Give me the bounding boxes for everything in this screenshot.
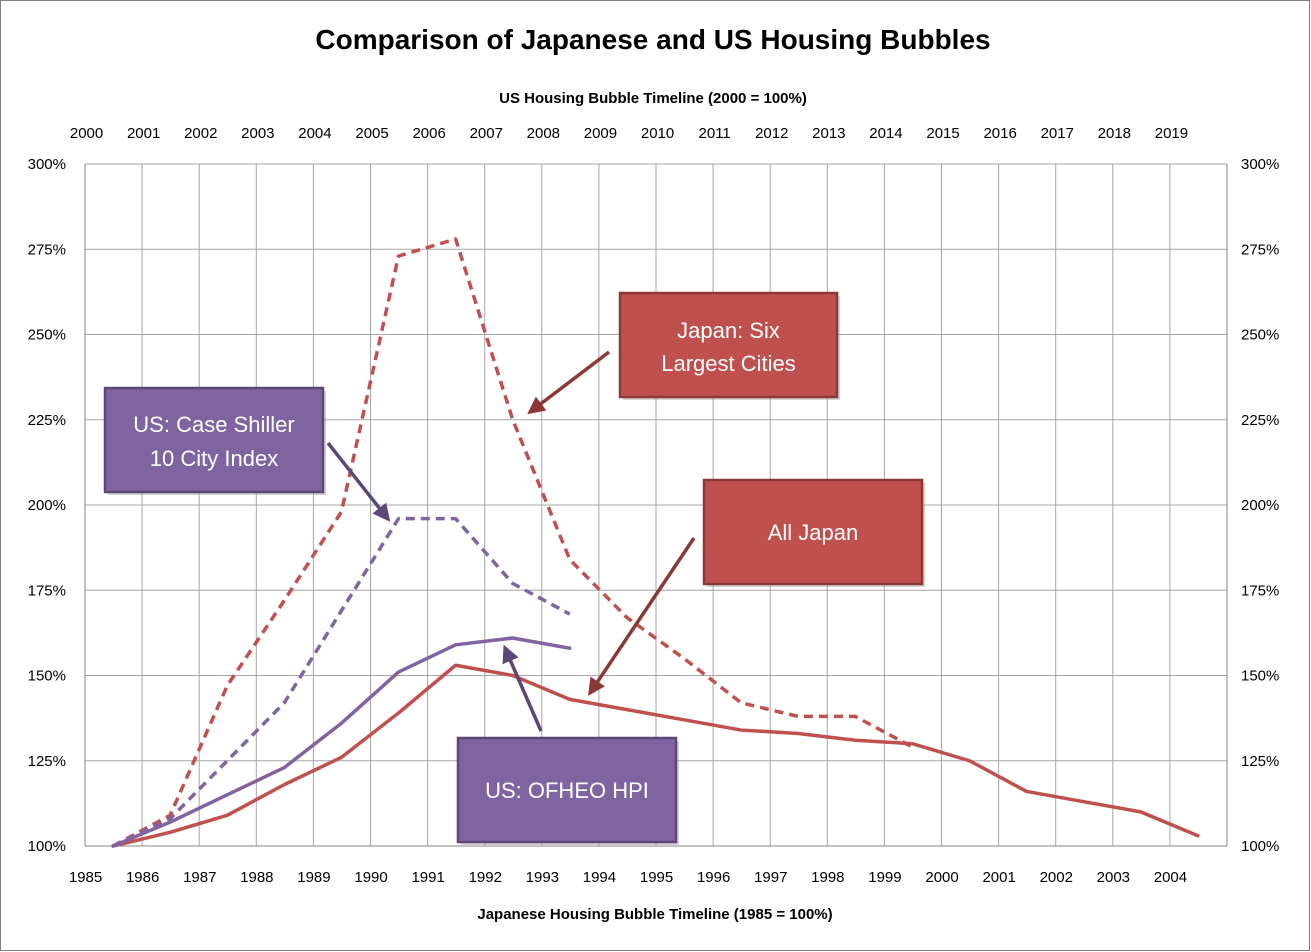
callout-japan_six: Japan: Six Largest Cities [527,291,840,415]
x-tick-label-bottom: 1997 [754,869,787,886]
callout-arrow [502,644,543,732]
x-tick-label-top: 2012 [755,125,788,142]
x-tick-label-bottom: 1999 [868,869,901,886]
x-tick-label-top: 2016 [983,125,1016,142]
x-tick-label-top: 2014 [869,125,902,142]
callout-label: All Japan [768,520,859,545]
callout-case_shiller: US: Case Shiller 10 City Index [103,386,391,522]
x-tick-label-bottom: 2002 [1040,869,1073,886]
y-tick-label-left: 225% [28,412,66,429]
x-tick-label-top: 2001 [127,125,160,142]
callout-box [702,478,924,586]
x-tick-label-bottom: 1990 [354,869,387,886]
x-tick-label-top: 2004 [298,125,331,142]
callout-label: US: Case Shiller [133,412,294,437]
x-tick-label-bottom: 2001 [982,869,1015,886]
x-tick-label-top: 2018 [1098,125,1131,142]
y-tick-label-left: 125% [28,753,66,770]
x-tick-label-top: 2011 [699,125,731,142]
x-tick-label-top: 2017 [1041,125,1074,142]
x-tick-label-bottom: 1992 [469,869,502,886]
x-tick-label-bottom: 1993 [526,869,559,886]
x-tick-label-bottom: 1985 [69,869,102,886]
series-line-all_japan [111,663,1200,848]
x-tick-label-bottom: 1988 [240,869,273,886]
x-tick-label-top: 2009 [584,125,617,142]
x-tick-label-bottom: 1995 [640,869,673,886]
x-tick-label-top: 2006 [412,125,445,142]
callout-layer: Japan: Six Largest Cities US: Case Shiller… [103,291,925,845]
y-tick-label-left: 175% [28,582,66,599]
callout-label: Japan: Six [677,318,780,343]
y-tick-label-right: 275% [1241,241,1279,258]
x-tick-label-bottom: 2003 [1097,869,1130,886]
series-line-japan_six_cities [112,237,914,848]
callout-arrow [588,537,696,696]
x-tick-label-bottom: 2000 [925,869,958,886]
x-tick-label-top: 2000 [70,125,103,142]
x-tick-label-top: 2013 [812,125,845,142]
y-tick-label-right: 200% [1241,497,1279,514]
x-tick-label-bottom: 2004 [1154,869,1187,886]
x-tick-label-top: 2002 [184,125,217,142]
x-tick-label-top: 2003 [241,125,274,142]
y-tick-label-left: 200% [28,497,66,514]
x-tick-label-bottom: 1998 [811,869,844,886]
callout-arrow [527,350,611,415]
x-tick-label-top: 2010 [641,125,674,142]
x-tick-label-top: 2019 [1155,125,1188,142]
callout-label: Largest Cities [661,351,796,376]
top-axis-title: US Housing Bubble Timeline (2000 = 100%) [499,90,807,107]
x-axis-title: Japanese Housing Bubble Timeline (1985 =… [477,906,832,923]
callout-label: US: OFHEO HPI [485,778,649,803]
callout-label: 10 City Index [150,446,278,471]
y-tick-label-left: 150% [28,668,66,685]
y-tick-label-right: 125% [1241,753,1279,770]
callout-all_japan: All Japan [588,478,925,696]
y-tick-label-left: 300% [28,156,66,173]
x-tick-label-top: 2008 [527,125,560,142]
x-tick-label-bottom: 1991 [411,869,444,886]
x-tick-label-bottom: 1994 [583,869,616,886]
y-tick-label-right: 150% [1241,668,1279,685]
y-tick-label-right: 250% [1241,327,1279,344]
y-tick-label-left: 250% [28,327,66,344]
callout-box [456,736,678,844]
x-tick-label-bottom: 1986 [126,869,159,886]
x-tick-label-top: 2007 [470,125,503,142]
y-tick-label-right: 175% [1241,582,1279,599]
callout-ofheo: US: OFHEO HPI [456,644,679,845]
y-tick-label-left: 275% [28,241,66,258]
callout-arrow [326,441,391,522]
x-tick-label-top: 2015 [926,125,959,142]
y-tick-label-right: 225% [1241,412,1279,429]
x-tick-label-bottom: 1987 [183,869,216,886]
chart-title: Comparison of Japanese and US Housing Bu… [315,24,990,55]
callout-box [618,291,839,399]
y-tick-label-right: 300% [1241,156,1279,173]
x-tick-label-top: 2005 [355,125,388,142]
x-tick-label-bottom: 1996 [697,869,730,886]
axis-layer: 100% 100% 125% 125% 150% 150% 175% 175% 200% 200%… [28,125,1280,886]
series-layer [111,237,1200,848]
x-tick-label-bottom: 1989 [297,869,330,886]
callout-box [103,386,325,494]
y-tick-label-right: 100% [1241,838,1279,855]
y-tick-label-left: 100% [28,838,66,855]
